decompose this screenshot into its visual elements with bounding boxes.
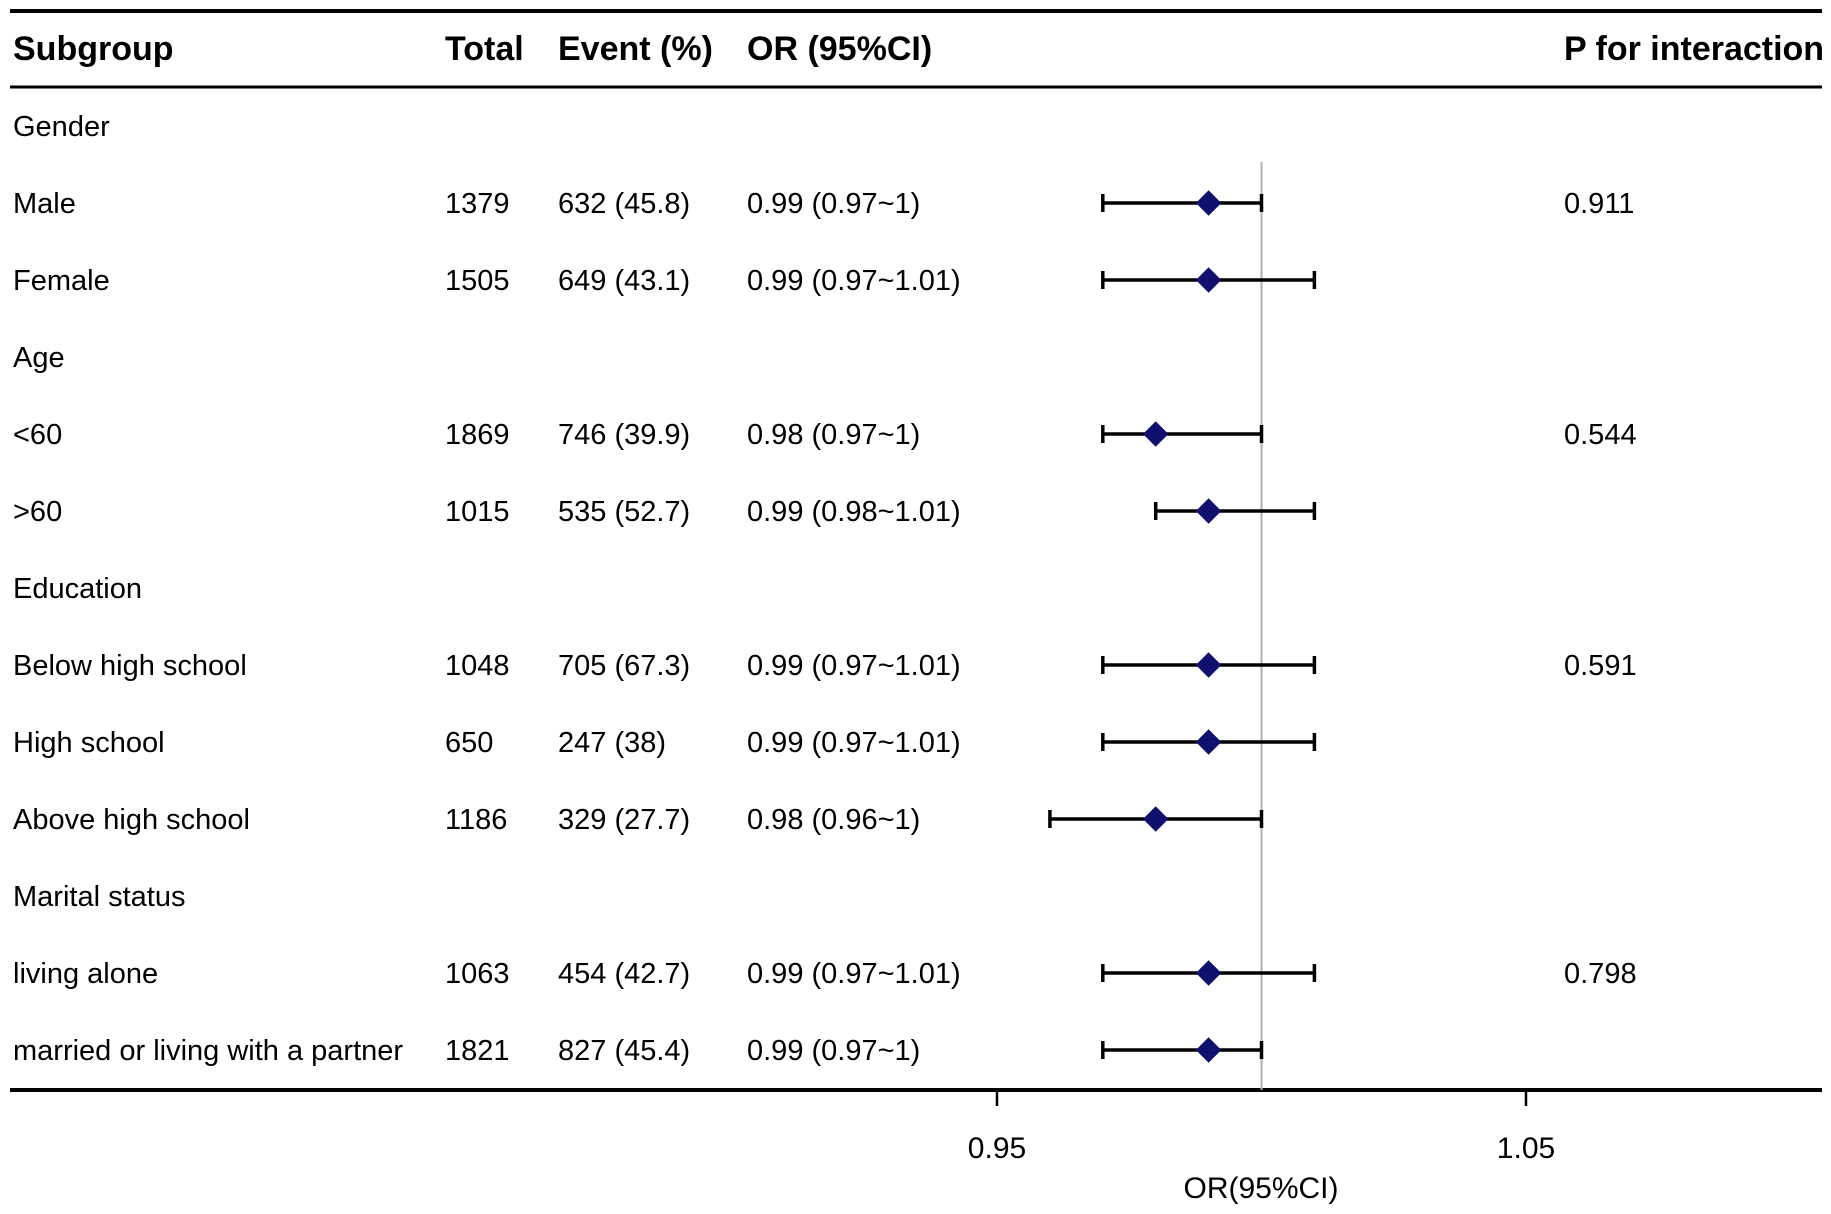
ci-point xyxy=(1153,498,1317,524)
table-row: <60 1869 746 (39.9) 0.98 (0.97~1) 0.544 xyxy=(13,419,1637,451)
total-cell: 1869 xyxy=(445,419,510,451)
ci-point xyxy=(1101,1037,1264,1063)
subgroup-label: <60 xyxy=(13,419,62,451)
table-row: Above high school 1186 329 (27.7) 0.98 (0.9… xyxy=(13,804,920,836)
x-axis-label: OR(95%CI) xyxy=(1183,1172,1338,1205)
subgroup-label: High school xyxy=(13,727,165,759)
group-label: Age xyxy=(13,342,65,374)
or-cell: 0.99 (0.97~1.01) xyxy=(747,650,961,682)
group-row: Education xyxy=(13,573,142,605)
group-label: Marital status xyxy=(13,881,185,913)
header-subgroup: Subgroup xyxy=(13,30,174,68)
or-marker xyxy=(1142,421,1169,447)
event-cell: 247 (38) xyxy=(558,727,666,759)
or-cell: 0.98 (0.96~1) xyxy=(747,804,920,836)
header-or: OR (95%CI) xyxy=(747,30,932,68)
event-cell: 649 (43.1) xyxy=(558,265,690,297)
or-marker xyxy=(1195,498,1222,524)
event-cell: 329 (27.7) xyxy=(558,804,690,836)
group-label: Education xyxy=(13,573,142,605)
ci-point xyxy=(1101,729,1317,755)
event-cell: 632 (45.8) xyxy=(558,188,690,220)
or-cell: 0.99 (0.97~1.01) xyxy=(747,727,961,759)
or-cell: 0.99 (0.97~1) xyxy=(747,1035,920,1067)
forest-plot-area: 0.95 1.05 OR(95%CI) xyxy=(968,162,1555,1205)
total-cell: 1015 xyxy=(445,496,510,528)
group-row: Gender xyxy=(13,111,110,143)
or-cell: 0.99 (0.97~1.01) xyxy=(747,265,961,297)
ci-point xyxy=(1101,421,1264,447)
or-marker xyxy=(1195,1037,1222,1063)
subgroup-label: living alone xyxy=(13,958,158,990)
ci-point xyxy=(1101,652,1317,678)
ci-point xyxy=(1101,190,1264,216)
or-cell: 0.99 (0.98~1.01) xyxy=(747,496,961,528)
subgroup-label: Male xyxy=(13,188,76,220)
table-row: living alone 1063 454 (42.7) 0.99 (0.97~1.0… xyxy=(13,958,1637,990)
axis-tick-label: 1.05 xyxy=(1497,1132,1555,1165)
table-row: >60 1015 535 (52.7) 0.99 (0.98~1.01) xyxy=(13,496,961,528)
table-row: Male 1379 632 (45.8) 0.99 (0.97~1) 0.911 xyxy=(13,188,1634,220)
header-total: Total xyxy=(445,30,524,68)
event-cell: 535 (52.7) xyxy=(558,496,690,528)
event-cell: 705 (67.3) xyxy=(558,650,690,682)
table-rows: Gender Male 1379 632 (45.8) 0.99 (0.97~1) 0.9… xyxy=(13,111,1637,1067)
p-interaction-cell: 0.798 xyxy=(1564,958,1637,990)
total-cell: 1048 xyxy=(445,650,510,682)
subgroup-label: Female xyxy=(13,265,110,297)
group-label: Gender xyxy=(13,111,110,143)
total-cell: 1186 xyxy=(445,804,507,836)
ci-point xyxy=(1048,806,1264,832)
ci-point xyxy=(1101,960,1317,986)
or-marker xyxy=(1142,806,1169,832)
event-cell: 454 (42.7) xyxy=(558,958,690,990)
subgroup-label: >60 xyxy=(13,496,62,528)
p-interaction-cell: 0.544 xyxy=(1564,419,1637,451)
table-row: Female 1505 649 (43.1) 0.99 (0.97~1.01) xyxy=(13,265,961,297)
table-row: married or living with a partner 1821 827 … xyxy=(13,1035,920,1067)
or-marker xyxy=(1195,960,1222,986)
total-cell: 650 xyxy=(445,727,493,759)
event-cell: 827 (45.4) xyxy=(558,1035,690,1067)
or-marker xyxy=(1195,190,1222,216)
axis-tick-label: 0.95 xyxy=(968,1132,1026,1165)
ci-point xyxy=(1101,267,1317,293)
total-cell: 1505 xyxy=(445,265,510,297)
or-cell: 0.99 (0.97~1.01) xyxy=(747,958,961,990)
total-cell: 1821 xyxy=(445,1035,510,1067)
event-cell: 746 (39.9) xyxy=(558,419,690,451)
subgroup-label: married or living with a partner xyxy=(13,1035,403,1067)
or-cell: 0.98 (0.97~1) xyxy=(747,419,920,451)
or-marker xyxy=(1195,652,1222,678)
group-row: Age xyxy=(13,342,65,374)
header-p-interaction: P for interaction xyxy=(1564,30,1824,68)
or-marker xyxy=(1195,267,1222,293)
subgroup-label: Above high school xyxy=(13,804,250,836)
subgroup-label: Below high school xyxy=(13,650,247,682)
or-cell: 0.99 (0.97~1) xyxy=(747,188,920,220)
total-cell: 1379 xyxy=(445,188,510,220)
table-row: High school 650 247 (38) 0.99 (0.97~1.01) xyxy=(13,727,961,759)
or-marker xyxy=(1195,729,1222,755)
group-row: Marital status xyxy=(13,881,185,913)
p-interaction-cell: 0.911 xyxy=(1564,188,1634,220)
p-interaction-cell: 0.591 xyxy=(1564,650,1637,682)
table-row: Below high school 1048 705 (67.3) 0.99 (0.9… xyxy=(13,650,1637,682)
total-cell: 1063 xyxy=(445,958,510,990)
header-event: Event (%) xyxy=(558,30,713,68)
